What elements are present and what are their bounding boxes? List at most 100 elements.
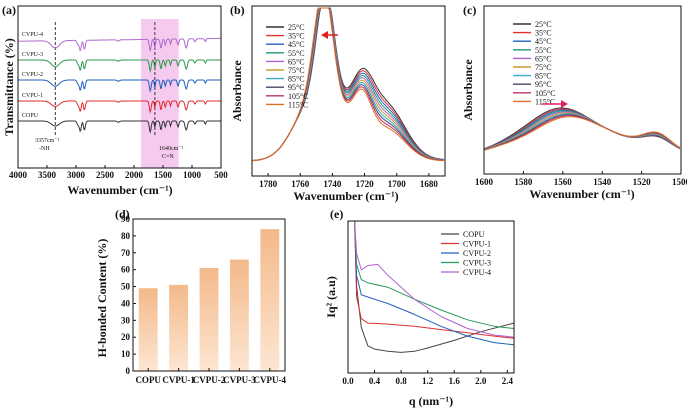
panel-e-frame [347,220,515,374]
panel-a-series-cvpu-3 [18,59,221,73]
panel-b-series-75-c [251,7,444,162]
panel-e-label: (e) [330,207,343,221]
panel-a-y-axis-label: Transmittance (%) [2,38,16,135]
panel-a-x-tick-label: 1500 [154,170,173,180]
panel-b: (b) 1780 1760 1740 1720 1700 1680 25°C35°C45°… [230,3,446,203]
panel-d-y-tick-label: 30 [121,315,131,325]
panel-c-label: (c) [463,3,476,17]
panel-e-legend-label: COPU [463,230,485,239]
panel-d-y-tick-label: 80 [121,231,131,241]
panel-d-y-tick-label: 10 [121,349,131,359]
panel-e-legend-label: CVPU-2 [463,249,491,258]
panel-a-x-tick-label: 3000 [67,170,86,180]
panel-c-x-axis-label: Wavenumber (cm⁻¹) [529,187,634,201]
panel-d-category-label: CVPU-1 [162,375,195,385]
panel-b-series-25-c [251,7,444,162]
panel-b-x-tick-label: 1760 [291,179,310,189]
panel-d-bar-cvpu-2 [199,267,219,371]
panel-e-x-tick-label: 0.0 [342,376,354,386]
panel-c-legend-label: 65°C [535,54,552,63]
panel-a-series-label-cvpu-4: CVPU-4 [22,32,43,38]
panel-a-series-cvpu-1 [18,100,221,114]
panel-a-x-ticks: 4000 3500 3000 2500 2000 1500 1000 500 [9,165,228,180]
panel-c-legend-label: 95°C [535,80,552,89]
panel-b-x-ticks: 1780 1760 1740 1720 1700 1680 [259,173,438,189]
panel-b-legend-label: 45°C [288,40,305,49]
panel-c-legend-label: 45°C [535,37,552,46]
panel-a-series: COPU CVPU-1 CVPU-2 CVPU-3 CVPU-4 [18,32,221,134]
panel-b-legend-label: 75°C [288,66,305,75]
panel-b-legend-label: 55°C [288,49,305,58]
panel-a-annotation-nh-wavenumber: 3357cm⁻¹ [35,138,59,144]
panel-e-series-cvpu-3 [354,220,515,329]
panel-c-series-115-c [483,116,681,151]
panel-a-series-cvpu-4 [18,37,221,53]
panel-c: (c) 1600 1580 1560 1540 1520 1500 25°C35°C45°… [461,3,687,201]
panel-e-y-axis-label: Iq² (a.u) [324,276,338,318]
panel-b-series-95-c [251,7,444,162]
panel-e-x-tick-label: 1.2 [422,376,434,386]
panel-d-bars [138,229,280,371]
panel-c-series-105-c [483,115,681,151]
panel-c-x-ticks: 1600 1580 1560 1540 1520 1500 [475,171,687,187]
panel-b-legend-label: 85°C [288,75,305,84]
panel-e-legend-label: CVPU-3 [463,259,491,268]
panel-e: (e) 0.0 0.4 0.8 1.2 1.6 2.0 2.4 COPUCVPU-1CVPU… [324,207,515,408]
panel-d-bar-copu [138,288,158,371]
panel-d-y-tick-label: 70 [121,248,131,258]
panel-c-legend-label: 25°C [535,20,552,29]
panel-b-x-axis-label: Wavenumber (cm⁻¹) [293,189,398,203]
panel-a-label: (a) [2,3,16,17]
panel-c-x-tick-label: 1580 [514,177,533,187]
panel-e-x-tick-label: 2.0 [475,376,487,386]
panel-c-x-tick-label: 1560 [554,177,573,187]
panel-b-series [251,7,444,162]
panel-b-series-35-c [251,7,444,162]
panel-a-x-tick-label: 3500 [38,170,57,180]
panel-b-series-65-c [251,7,444,162]
panel-d-y-tick-label: 0 [126,366,131,376]
panel-a-x-axis-label: Wavenumber (cm⁻¹) [67,183,172,197]
panel-a-x-tick-label: 4000 [9,170,28,180]
panel-c-legend-label: 105°C [535,89,556,98]
panel-b-frame [251,5,446,177]
panel-e-x-axis-label: q (nm⁻¹) [409,394,453,408]
panel-c-series [483,107,681,151]
panel-a-dashed-lines [54,22,156,136]
panel-d-bar-cvpu-4 [260,229,280,371]
panel-b-label: (b) [230,3,245,17]
panel-d: (d) 0 10 20 30 40 50 60 70 80 90 COPU CVPU-1CVPU-2… [95,207,287,385]
panel-b-series-55-c [251,7,444,162]
panel-b-series-105-c [252,7,444,162]
panel-c-shift-arrow-head [561,100,568,108]
panel-b-x-tick-label: 1780 [259,179,278,189]
panel-b-legend-label: 25°C [288,23,305,32]
panel-c-y-axis-label: Absorbance [461,59,475,121]
panel-a-series-label-cvpu-3: CVPU-3 [22,52,43,58]
panel-b-legend-label: 115°C [288,100,308,109]
panel-e-legend-label: CVPU-4 [463,268,491,277]
panel-d-category-label: CVPU-4 [254,375,287,385]
panel-a-annotation-cn-wavenumber: 1640cm⁻¹ [159,146,183,152]
panel-a-series-label-copu: COPU [22,113,39,119]
panel-d-bar-cvpu-3 [229,259,249,371]
panel-c-legend-label: 55°C [535,46,552,55]
panel-b-x-tick-label: 1700 [388,179,407,189]
panel-c-legend: 25°C35°C45°C55°C65°C75°C85°C95°C105°C115… [513,20,556,106]
panel-a-series-cvpu-2 [18,79,221,93]
panel-d-bar-cvpu-1 [169,284,189,371]
panel-d-y-tick-label: 60 [121,265,131,275]
panel-b-x-tick-label: 1720 [356,179,375,189]
panel-a-frame [17,5,222,169]
panel-b-y-axis-label: Absorbance [230,60,244,122]
panel-a-x-tick-label: 500 [214,170,228,180]
panel-b-legend-label: 105°C [288,92,309,101]
panel-d-category-label: CVPU-2 [193,375,226,385]
panel-d-y-tick-label: 90 [121,214,131,224]
panel-d-y-ticks: 0 10 20 30 40 50 60 70 80 90 [121,214,136,376]
panel-b-series-115-c [252,7,444,162]
panel-e-series [354,220,515,353]
panel-e-legend-label: CVPU-1 [463,240,491,249]
panel-c-legend-label: 75°C [535,63,552,72]
